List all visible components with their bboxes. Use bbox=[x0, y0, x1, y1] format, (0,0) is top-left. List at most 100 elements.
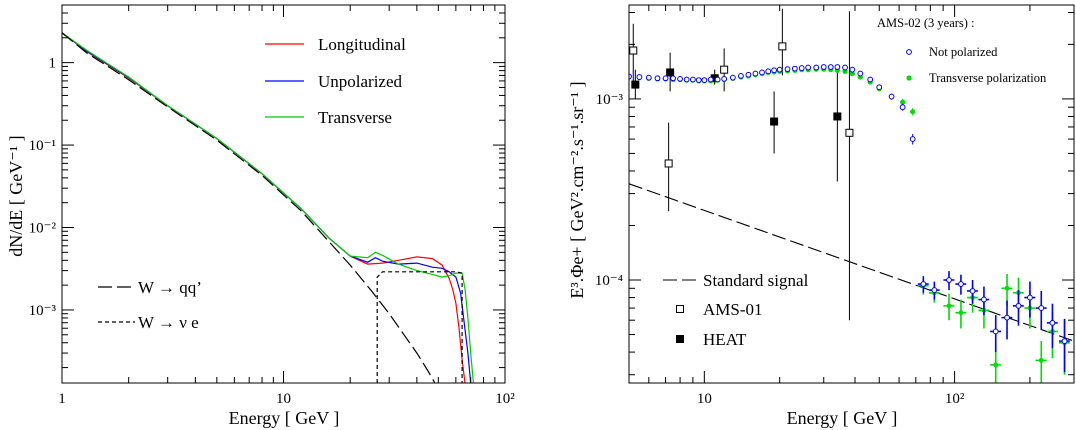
not-polarized-point bbox=[636, 74, 643, 80]
not-polarized-point bbox=[689, 76, 696, 83]
not-polarized-point bbox=[771, 67, 777, 74]
not-polarized-point bbox=[729, 74, 736, 81]
standard-signal-line bbox=[629, 183, 1074, 342]
not-polarized-point bbox=[931, 287, 938, 293]
legend-swatch-heat bbox=[676, 335, 684, 343]
legend-label-3: W → qq’ bbox=[138, 278, 202, 297]
not-polarized-point bbox=[654, 75, 661, 82]
not-polarized-point bbox=[992, 328, 999, 335]
not-polarized-point bbox=[1061, 338, 1068, 344]
transverse-point bbox=[946, 303, 952, 309]
not-polarized-point bbox=[745, 71, 752, 78]
not-polarized-point bbox=[645, 74, 652, 81]
y-tick-label: 10⁻⁴ bbox=[595, 273, 623, 289]
not-polarized-point bbox=[798, 65, 805, 71]
legend-label-2: Transverse bbox=[318, 108, 392, 127]
transverse-point bbox=[993, 362, 999, 368]
legend-title: AMS-02 (3 years) : bbox=[877, 16, 975, 30]
x-tick-label: 10² bbox=[495, 391, 515, 407]
not-polarized-point bbox=[1015, 302, 1022, 309]
legend-label-standard-signal: Standard signal bbox=[703, 271, 809, 290]
not-polarized-point bbox=[629, 73, 632, 80]
legend-label-ams01: AMS-01 bbox=[703, 300, 763, 319]
legend-label-4: W → ν e bbox=[138, 313, 199, 332]
y-axis-title: dN/dE [ GeV⁻¹ ] bbox=[6, 135, 26, 256]
transverse-point bbox=[1038, 357, 1044, 363]
not-polarized-point bbox=[670, 75, 676, 82]
ams01-point bbox=[845, 128, 854, 137]
not-polarized-point bbox=[867, 76, 874, 83]
not-polarized-point bbox=[946, 277, 952, 283]
not-polarized-point bbox=[759, 69, 765, 76]
not-polarized-point bbox=[958, 281, 964, 287]
not-polarized-point bbox=[920, 281, 927, 287]
series-line-4 bbox=[376, 271, 463, 383]
not-polarized-point bbox=[677, 75, 683, 82]
not-polarized-point bbox=[1004, 314, 1010, 321]
heat-point bbox=[631, 80, 640, 89]
not-polarized-point bbox=[849, 66, 856, 73]
legend-swatch-not-polarized bbox=[906, 49, 912, 55]
not-polarized-point bbox=[707, 76, 714, 83]
not-polarized-point bbox=[834, 64, 841, 70]
transverse-point bbox=[910, 109, 916, 115]
x-axis-title: Energy [ GeV ] bbox=[229, 408, 340, 428]
heat-point bbox=[770, 117, 779, 126]
not-polarized-point bbox=[827, 64, 834, 70]
not-polarized-point bbox=[701, 77, 708, 84]
ams01-point bbox=[664, 159, 673, 168]
ams01-point bbox=[629, 46, 638, 55]
not-polarized-point bbox=[876, 84, 883, 91]
ams01-point bbox=[778, 42, 787, 51]
plot-area bbox=[629, 8, 1074, 383]
y-tick-label: 10⁻² bbox=[29, 221, 57, 237]
not-polarized-point bbox=[1027, 294, 1033, 301]
not-polarized-point bbox=[813, 64, 820, 71]
x-tick-label: 10 bbox=[276, 391, 291, 407]
legend-label-heat: HEAT bbox=[703, 330, 747, 349]
legend-label-0: Longitudinal bbox=[318, 35, 406, 54]
not-polarized-point bbox=[738, 72, 744, 79]
legend-label-not-polarized: Not polarized bbox=[929, 45, 998, 59]
not-polarized-point bbox=[714, 76, 721, 83]
y-tick-label: 1 bbox=[49, 56, 57, 72]
not-polarized-point bbox=[899, 104, 906, 111]
plot-frame bbox=[61, 4, 506, 384]
not-polarized-point bbox=[791, 65, 798, 72]
transverse-point bbox=[1004, 285, 1010, 291]
not-polarized-point bbox=[721, 75, 728, 82]
not-polarized-point bbox=[695, 77, 702, 84]
right-chart-panel: 10 10² 10⁻³ 10⁻⁴ Energy [ GeV ] E³.Φe+ [ GeV²… bbox=[567, 4, 1075, 428]
heat-point bbox=[666, 68, 675, 77]
y-tick-label: 10⁻³ bbox=[29, 303, 57, 319]
legend-swatch-transverse bbox=[906, 75, 912, 81]
not-polarized-point bbox=[820, 64, 827, 70]
series-line-3 bbox=[62, 32, 436, 383]
y-axis-title: E³.Φe+ [ GeV².cm⁻².s⁻¹.sr⁻¹ ] bbox=[567, 81, 587, 298]
not-polarized-point bbox=[765, 68, 772, 75]
plot-area bbox=[62, 32, 474, 383]
not-polarized-point bbox=[683, 76, 690, 83]
left-chart-panel: 1 10 10² 1 10⁻¹ 10⁻² 10⁻³ Energy [ GeV ] dN/dE [… bbox=[6, 4, 515, 428]
not-polarized-point bbox=[776, 66, 783, 73]
not-polarized-point bbox=[969, 288, 976, 294]
x-tick-label: 1 bbox=[58, 391, 66, 407]
y-tick-label: 10⁻¹ bbox=[29, 138, 56, 154]
not-polarized-point bbox=[662, 75, 669, 82]
transverse-point bbox=[958, 310, 964, 316]
not-polarized-point bbox=[752, 70, 759, 77]
series-line-0 bbox=[62, 32, 466, 383]
not-polarized-point bbox=[784, 66, 791, 73]
legend-swatch-ams01 bbox=[676, 305, 684, 313]
x-tick-label: 10² bbox=[945, 391, 965, 407]
not-polarized-point bbox=[805, 64, 812, 71]
not-polarized-point bbox=[909, 136, 916, 142]
not-polarized-point bbox=[888, 93, 895, 100]
heat-point bbox=[833, 112, 842, 121]
not-polarized-point bbox=[1038, 305, 1045, 311]
y-tick-label: 10⁻³ bbox=[596, 92, 624, 108]
legend-label-1: Unpolarized bbox=[318, 72, 403, 91]
transverse-point bbox=[900, 99, 906, 105]
series-line-1 bbox=[62, 32, 472, 383]
